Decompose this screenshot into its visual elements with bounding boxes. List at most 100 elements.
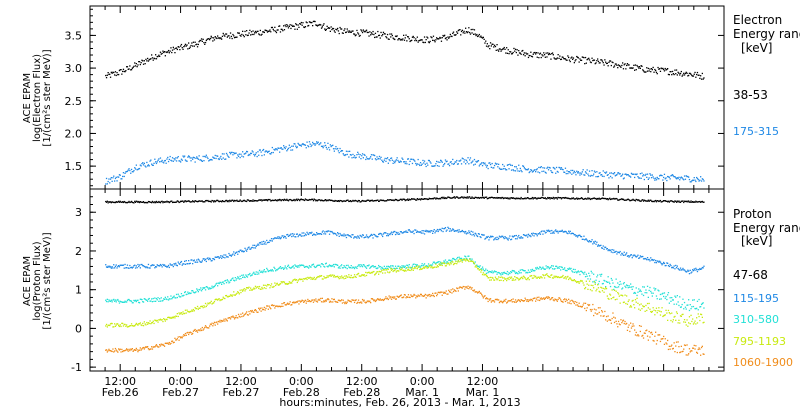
data-point xyxy=(673,265,675,267)
data-point xyxy=(500,300,502,302)
data-point xyxy=(350,301,352,303)
data-point xyxy=(228,295,230,297)
data-point xyxy=(665,295,667,298)
data-point xyxy=(444,197,447,199)
data-point xyxy=(384,157,386,160)
data-point xyxy=(142,322,144,325)
data-point xyxy=(697,268,699,271)
data-point xyxy=(167,160,170,163)
data-point xyxy=(138,168,140,170)
data-point xyxy=(107,301,109,303)
data-point xyxy=(533,270,535,272)
data-point xyxy=(645,200,647,202)
data-point xyxy=(634,254,636,256)
data-point xyxy=(603,291,605,293)
data-point xyxy=(204,289,207,291)
data-point xyxy=(381,266,383,268)
data-point xyxy=(138,301,140,304)
data-point xyxy=(312,20,315,23)
data-point xyxy=(281,282,283,284)
data-point xyxy=(565,278,567,280)
data-point xyxy=(675,319,677,321)
data-point xyxy=(336,234,338,237)
data-point xyxy=(505,237,507,239)
data-point xyxy=(487,300,489,303)
data-point xyxy=(177,293,179,295)
data-point xyxy=(545,172,547,174)
data-point xyxy=(419,268,422,270)
data-point xyxy=(189,310,191,313)
data-point xyxy=(634,64,637,66)
data-point xyxy=(287,200,290,202)
data-point xyxy=(134,167,136,169)
data-point xyxy=(479,36,481,38)
data-point xyxy=(337,27,339,30)
data-point xyxy=(624,285,626,287)
data-point xyxy=(275,269,278,271)
data-point xyxy=(106,200,108,202)
data-point xyxy=(345,267,347,269)
data-point xyxy=(484,273,486,275)
data-point xyxy=(556,170,558,173)
data-point xyxy=(582,169,584,171)
data-point xyxy=(221,281,224,283)
data-point xyxy=(634,173,637,175)
data-point xyxy=(311,144,313,146)
data-point xyxy=(159,298,161,300)
data-point xyxy=(271,286,273,288)
data-point xyxy=(517,197,519,199)
data-point xyxy=(591,57,593,59)
data-point xyxy=(320,275,323,277)
data-point xyxy=(258,33,260,35)
data-point xyxy=(134,62,136,64)
data-point xyxy=(509,276,511,278)
data-point xyxy=(518,52,521,54)
data-point xyxy=(489,276,492,279)
data-point xyxy=(208,160,210,162)
data-point xyxy=(166,318,168,321)
data-point xyxy=(112,71,114,73)
data-point xyxy=(300,300,302,302)
data-point xyxy=(678,319,680,321)
data-point xyxy=(309,266,311,268)
data-point xyxy=(522,269,525,272)
data-point xyxy=(213,200,216,202)
data-point xyxy=(268,284,270,286)
data-point xyxy=(184,159,187,161)
data-point xyxy=(192,200,195,203)
data-point xyxy=(205,260,207,263)
data-point xyxy=(589,175,592,177)
data-point xyxy=(121,178,123,180)
data-point xyxy=(235,36,237,38)
data-point xyxy=(598,245,600,247)
data-point xyxy=(528,171,530,174)
data-point xyxy=(106,326,108,328)
data-point xyxy=(648,70,650,72)
data-point xyxy=(699,179,701,181)
data-point xyxy=(184,334,186,337)
data-point xyxy=(271,26,273,29)
data-point xyxy=(630,306,633,308)
data-point xyxy=(370,154,373,156)
data-point xyxy=(538,197,540,199)
data-point xyxy=(498,167,501,169)
data-point xyxy=(619,198,621,201)
data-point xyxy=(655,179,658,181)
data-point xyxy=(105,349,108,351)
data-point xyxy=(699,200,701,203)
data-point xyxy=(503,165,505,167)
data-point xyxy=(241,155,243,157)
data-point xyxy=(397,200,399,202)
data-point xyxy=(403,39,406,41)
data-point xyxy=(192,332,194,335)
data-point xyxy=(126,349,129,351)
data-point xyxy=(262,288,264,290)
data-point xyxy=(552,54,554,56)
data-point xyxy=(677,267,679,270)
data-point xyxy=(360,301,362,303)
data-point xyxy=(701,316,703,318)
data-point xyxy=(448,196,451,199)
data-point xyxy=(305,199,307,201)
data-point xyxy=(325,200,327,202)
data-point xyxy=(299,278,302,281)
